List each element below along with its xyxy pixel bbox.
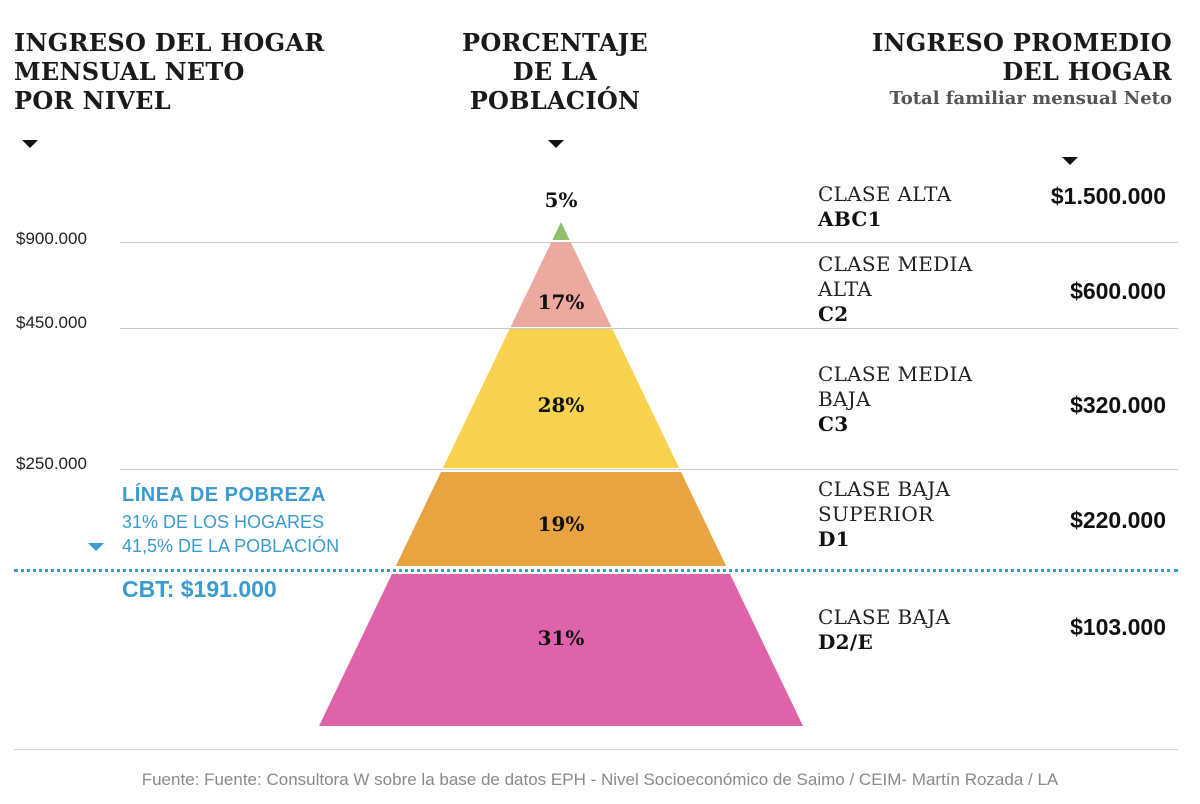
header-left-line-1: INGRESO DEL HOGAR bbox=[14, 28, 325, 57]
poverty-population: 41,5% DE LA POBLACIÓN bbox=[122, 536, 340, 556]
header-population-percentage: PORCENTAJE DE LA POBLACIÓN bbox=[440, 28, 670, 115]
header-right-line-1: INGRESO PROMEDIO bbox=[872, 28, 1172, 57]
header-left-line-3: POR NIVEL bbox=[14, 86, 171, 115]
class-label-c2: CLASE MEDIA ALTA C2 bbox=[818, 252, 972, 327]
header-right-subtitle: Total familiar mensual Neto bbox=[889, 88, 1172, 109]
pyramid-label-c2: 17% bbox=[538, 290, 585, 314]
class-name: CLASE BAJA bbox=[818, 477, 951, 501]
pyramid-label-abc1: 5% bbox=[545, 188, 578, 212]
class-label-c3: CLASE MEDIA BAJA C3 bbox=[818, 362, 972, 437]
pyramid-band-c2 bbox=[510, 242, 612, 327]
pyramid-band-d1 bbox=[395, 472, 727, 566]
poverty-dotted-line bbox=[14, 569, 1178, 572]
class-label-d2e: CLASE BAJA D2/E bbox=[818, 605, 950, 655]
class-name-2: SUPERIOR bbox=[818, 502, 934, 526]
header-mid-line-3: POBLACIÓN bbox=[469, 86, 641, 115]
threshold-label: $900.000 bbox=[16, 229, 87, 248]
poverty-line-title: LÍNEA DE POBREZA bbox=[122, 484, 326, 506]
class-code: D2/E bbox=[818, 630, 874, 654]
class-code: D1 bbox=[818, 527, 850, 551]
pyramid-band-abc1 bbox=[552, 222, 570, 240]
pyramid-label-d2e: 31% bbox=[538, 626, 585, 650]
class-name: CLASE BAJA bbox=[818, 605, 951, 629]
class-code: ABC1 bbox=[818, 207, 882, 231]
avg-income-abc1: $1.500.000 bbox=[1050, 183, 1166, 209]
header-average-income: INGRESO PROMEDIO DEL HOGAR bbox=[752, 28, 1172, 86]
down-arrow-icon bbox=[1062, 157, 1078, 165]
class-name-2: BAJA bbox=[818, 387, 871, 411]
header-income-by-level: INGRESO DEL HOGAR MENSUAL NETO POR NIVEL bbox=[14, 28, 344, 115]
pyramid-label-d1: 19% bbox=[538, 512, 585, 536]
class-label-d1: CLASE BAJA SUPERIOR D1 bbox=[818, 477, 950, 552]
pyramid-label-c3: 28% bbox=[538, 393, 585, 417]
threshold-line bbox=[120, 242, 1178, 243]
class-code: C3 bbox=[818, 412, 849, 436]
threshold-label: $450.000 bbox=[16, 313, 87, 332]
down-arrow-icon bbox=[88, 543, 104, 551]
avg-income-d1: $220.000 bbox=[1070, 507, 1166, 533]
avg-income-d2e: $103.000 bbox=[1070, 614, 1166, 640]
class-name-2: ALTA bbox=[818, 277, 872, 301]
cbt-value: CBT: $191.000 bbox=[122, 576, 277, 602]
class-name: CLASE MEDIA bbox=[818, 362, 973, 386]
pyramid-band-c3 bbox=[442, 329, 680, 468]
threshold-label: $250.000 bbox=[16, 454, 87, 473]
pyramid-band-d2e bbox=[319, 574, 803, 726]
avg-income-c3: $320.000 bbox=[1070, 392, 1166, 418]
source-footer: Fuente: Fuente: Consultora W sobre la ba… bbox=[141, 770, 1059, 789]
avg-income-c2: $600.000 bbox=[1070, 278, 1166, 304]
class-name: CLASE MEDIA bbox=[818, 252, 973, 276]
class-label-abc1: CLASE ALTA ABC1 bbox=[818, 182, 951, 232]
down-arrow-icon bbox=[22, 140, 38, 148]
class-code: C2 bbox=[818, 302, 849, 326]
threshold-line bbox=[120, 469, 1178, 470]
class-name: CLASE ALTA bbox=[818, 182, 952, 206]
down-arrow-icon bbox=[548, 140, 564, 148]
header-left-line-2: MENSUAL NETO bbox=[14, 57, 245, 86]
header-right-line-2: DEL HOGAR bbox=[1002, 57, 1172, 86]
threshold-line bbox=[120, 328, 1178, 329]
header-mid-line-2: DE LA bbox=[512, 57, 598, 86]
footer-divider bbox=[14, 749, 1178, 750]
poverty-households: 31% DE LOS HOGARES bbox=[122, 512, 325, 532]
header-mid-line-1: PORCENTAJE bbox=[461, 28, 649, 57]
